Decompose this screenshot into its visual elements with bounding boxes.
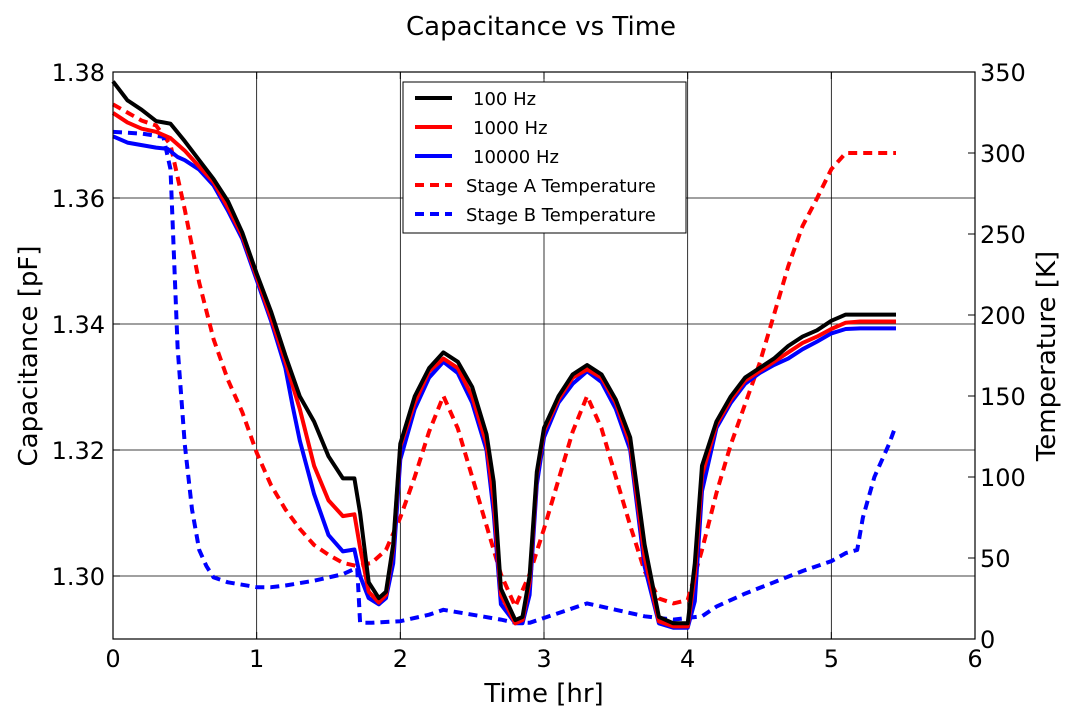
x-axis-label: Time [hr] [483,679,603,709]
legend-label: Stage A Temperature [466,176,656,197]
y2-tick-label: 150 [980,383,1026,411]
y-tick-label: 1.32 [52,437,105,465]
legend-label: Stage B Temperature [466,205,656,226]
y-tick-label: 1.34 [52,311,105,339]
x-tick-label: 5 [824,645,839,673]
y-tick-label: 1.36 [52,185,105,213]
y2-tick-label: 100 [980,464,1026,492]
x-tick-label: 6 [967,645,982,673]
y-tick-label: 1.38 [52,59,105,87]
y2-tick-label: 200 [980,302,1026,330]
legend: 100 Hz 1000 Hz 10000 Hz Stage A Temperature… [402,81,687,234]
x-tick-label: 0 [105,645,120,673]
y2-tick-label: 250 [980,221,1026,249]
series-line-stage-a-temperature [112,102,896,609]
chart-title: Capacitance vs Time [406,12,676,42]
legend-label: 10000 Hz [473,147,559,168]
y-axis-label: Capacitance [pF] [14,246,44,467]
plot-series [111,80,898,630]
x-tick-label: 2 [393,645,408,673]
y-tick-label: 1.30 [52,563,105,591]
series-line-stage-b-temperature [112,129,898,625]
y2-tick-label: 50 [980,545,1011,573]
y2-axis-label: Temperature [K] [1032,251,1062,462]
legend-label: 100 Hz [473,89,536,110]
legend-label: 1000 Hz [473,118,548,139]
axis-ticks: 0 1 2 3 4 5 6 1.30 1.32 1.34 1.36 1.38 0 50 100 150 200 2… [52,59,1026,673]
x-tick-label: 3 [536,645,551,673]
x-tick-label: 1 [249,645,264,673]
y2-tick-label: 0 [980,626,995,654]
y2-tick-label: 300 [980,140,1026,168]
x-tick-label: 4 [680,645,695,673]
series-line-100-hz [111,80,896,626]
y2-tick-label: 350 [980,59,1026,87]
